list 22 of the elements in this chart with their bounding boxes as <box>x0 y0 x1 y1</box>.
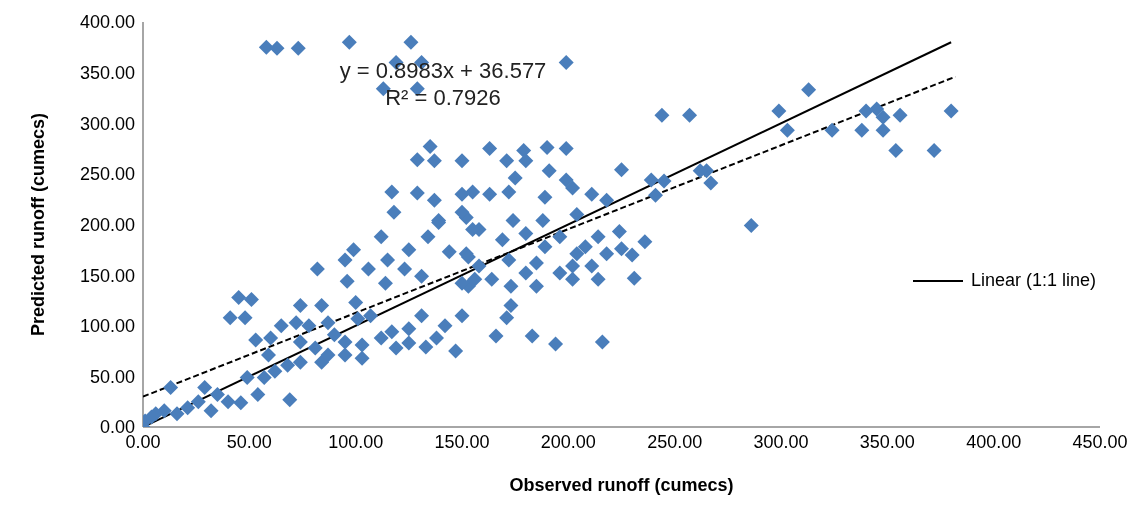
y-tick-label: 400.00 <box>79 12 135 33</box>
x-tick-label: 50.00 <box>226 431 272 452</box>
x-tick-label: 100.00 <box>328 431 384 452</box>
y-tick-label: 350.00 <box>79 63 135 84</box>
x-tick-label: 400.00 <box>966 431 1022 452</box>
annotation: R² = 0.7926 <box>384 85 502 111</box>
y-tick-label: 250.00 <box>79 164 135 185</box>
x-tick-label: 450.00 <box>1072 431 1128 452</box>
x-tick-label: 350.00 <box>859 431 915 452</box>
x-axis-title: Observed runoff (cumecs) <box>509 475 734 495</box>
y-tick-label: 50.00 <box>89 366 135 387</box>
y-tick-label: 100.00 <box>79 316 135 337</box>
annotation: y = 0.8983x + 36.577 <box>338 58 548 84</box>
x-tick-label: 200.00 <box>540 431 596 452</box>
x-tick-label: 250.00 <box>647 431 703 452</box>
legend-label: Linear (1:1 line) <box>971 270 1097 291</box>
y-tick-label: 200.00 <box>79 214 135 235</box>
y-tick-label: 150.00 <box>79 265 135 286</box>
y-tick-label: 300.00 <box>79 113 135 134</box>
x-tick-label: 300.00 <box>753 431 809 452</box>
x-tick-label: 150.00 <box>434 431 490 452</box>
y-axis-title: Predicted runoff (cumecs) <box>28 112 49 337</box>
